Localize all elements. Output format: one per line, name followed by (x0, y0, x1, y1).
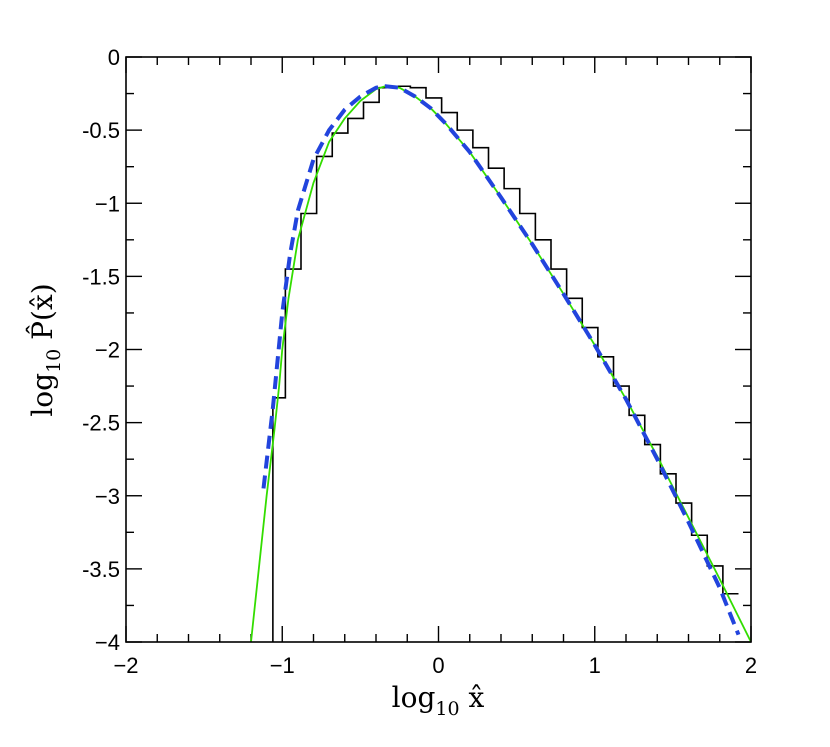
y-tick-label: -0.5 (82, 118, 120, 143)
tick-labels-layer: −2 −1 0 1 2 0 -0.5 −1 -1.5 −2 -2.5 −3 -3.5 −4 (82, 45, 757, 678)
ticks-layer (125, 56, 752, 643)
x-tick-label: −2 (113, 653, 138, 678)
x-tick-label: 2 (745, 653, 757, 678)
histogram-series (272, 85, 739, 642)
solid-fit-series (250, 85, 751, 642)
y-tick-label: -3.5 (82, 557, 120, 582)
dashed-fit-series (261, 84, 741, 636)
y-tick-label: −4 (95, 630, 120, 655)
x-tick-label: 1 (589, 653, 601, 678)
x-tick-label: −1 (270, 653, 295, 678)
y-tick-label: 0 (108, 45, 120, 70)
y-tick-label: -1.5 (82, 264, 120, 289)
y-tick-label: −1 (95, 191, 120, 216)
x-axis-label: log10 x̂ (392, 681, 485, 720)
plot-frame (125, 56, 752, 643)
y-tick-label: −2 (95, 338, 120, 363)
y-axis-label: log10 P̂(x̂) (26, 283, 65, 416)
x-tick-label: 0 (432, 653, 444, 678)
y-tick-label: -2.5 (82, 411, 120, 436)
y-tick-label: −3 (95, 484, 120, 509)
series-layer (250, 84, 751, 642)
